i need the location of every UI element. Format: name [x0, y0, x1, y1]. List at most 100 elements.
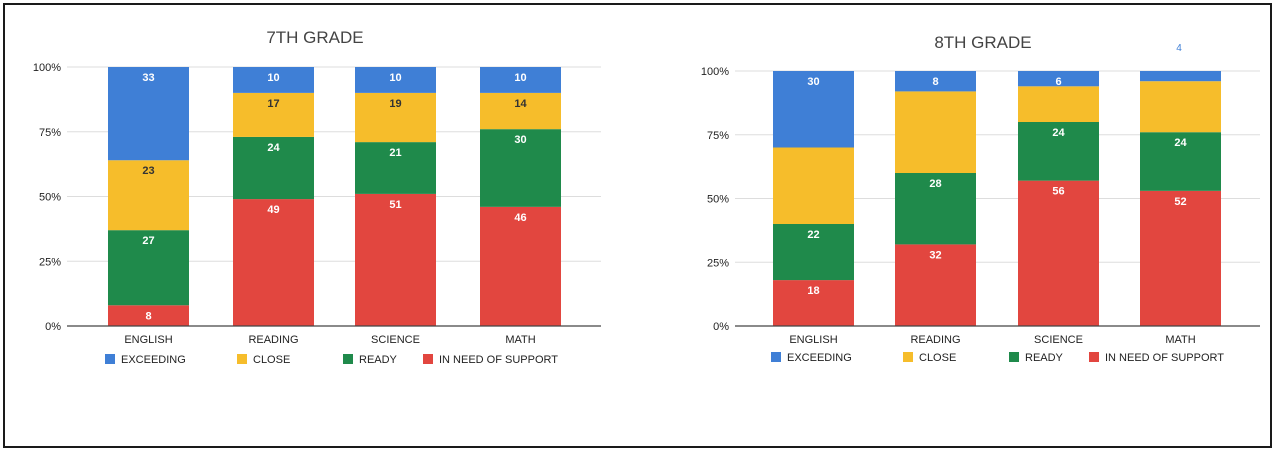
- data-label: 52: [1174, 196, 1186, 208]
- data-label: 24: [1174, 137, 1187, 149]
- data-label: 56: [1052, 186, 1064, 198]
- bar-close-science: [355, 92, 436, 143]
- x-category-label: ENGLISH: [124, 334, 172, 346]
- data-label: 10: [514, 72, 526, 84]
- legend-label-ready: READY: [1025, 352, 1064, 364]
- bar-ready-english: [108, 230, 189, 306]
- x-category-label: MATH: [505, 334, 535, 346]
- data-label: 28: [929, 178, 941, 190]
- bar-support-english: [773, 280, 854, 326]
- data-label: 23: [142, 165, 154, 177]
- data-label: 27: [142, 235, 154, 247]
- x-category-label: MATH: [1165, 334, 1195, 346]
- legend-label-exceeding: EXCEEDING: [787, 352, 852, 364]
- bar-close-english: [773, 147, 854, 224]
- bar-exceeding-science: [355, 67, 436, 93]
- legend-swatch-ready: [1009, 352, 1019, 362]
- bar-support-english: [108, 305, 189, 326]
- legend-swatch-support: [1089, 352, 1099, 362]
- data-label: 32: [929, 249, 941, 261]
- bar-ready-math: [1140, 132, 1221, 191]
- y-tick-label: 25%: [39, 256, 61, 268]
- x-category-label: SCIENCE: [1034, 334, 1083, 346]
- legend-label-support: IN NEED OF SUPPORT: [1105, 352, 1224, 364]
- chart-8th-grade: 8TH GRADE 0% 25% 50% 75% 100% 18 22 30 ENGLISH 32 2…: [701, 33, 1260, 364]
- x-category-label: READING: [910, 334, 960, 346]
- legend-swatch-exceeding: [771, 352, 781, 362]
- bar-close-math: [480, 92, 561, 130]
- legend-label-exceeding: EXCEEDING: [121, 354, 186, 366]
- legend-label-close: CLOSE: [919, 352, 956, 364]
- x-category-label: SCIENCE: [371, 334, 420, 346]
- bar-ready-science: [1018, 122, 1099, 181]
- bar-close-reading: [895, 91, 976, 173]
- bar-close-english: [108, 160, 189, 231]
- bar-ready-science: [355, 142, 436, 194]
- bar-ready-reading: [895, 173, 976, 245]
- data-label: 30: [514, 134, 526, 146]
- legend-swatch-close: [237, 354, 247, 364]
- legend-swatch-support: [423, 354, 433, 364]
- data-label: 30: [807, 76, 819, 88]
- data-label: 24: [267, 142, 280, 154]
- y-tick-label: 25%: [707, 257, 729, 269]
- y-tick-label: 50%: [39, 192, 61, 204]
- bar-close-math: [1140, 81, 1221, 133]
- bar-exceeding-english: [108, 67, 189, 161]
- bar-ready-english: [773, 224, 854, 281]
- bar-support-science: [355, 193, 436, 326]
- legend-label-ready: READY: [359, 354, 398, 366]
- legend-label-support: IN NEED OF SUPPORT: [439, 354, 558, 366]
- bar-exceeding-reading: [895, 71, 976, 92]
- legend-label-close: CLOSE: [253, 354, 290, 366]
- bar-support-reading: [233, 199, 314, 326]
- bar-support-reading: [895, 244, 976, 326]
- data-label: 10: [389, 72, 401, 84]
- data-label: 21: [389, 147, 401, 159]
- bar-support-science: [1018, 180, 1099, 326]
- report-frame: 7TH GRADE 0% 25% 50% 75% 100% 8 27 23 33 ENGLISH 49…: [3, 3, 1272, 448]
- y-tick-label: 75%: [39, 127, 61, 139]
- annotation-label: 4: [1176, 43, 1182, 54]
- data-label: 6: [1055, 76, 1061, 88]
- bar-close-science: [1018, 86, 1099, 122]
- bar-ready-math: [480, 129, 561, 207]
- data-label: 49: [267, 204, 279, 216]
- y-tick-label: 0%: [713, 321, 729, 333]
- x-category-label: ENGLISH: [789, 334, 837, 346]
- y-tick-label: 0%: [45, 321, 61, 333]
- y-tick-label: 75%: [707, 130, 729, 142]
- data-label: 22: [807, 229, 819, 241]
- legend-swatch-exceeding: [105, 354, 115, 364]
- data-label: 8: [145, 310, 151, 322]
- data-label: 33: [142, 72, 154, 84]
- bar-close-reading: [233, 92, 314, 137]
- bar-exceeding-science: [1018, 71, 1099, 87]
- y-tick-label: 100%: [701, 66, 729, 78]
- data-label: 19: [389, 98, 401, 110]
- data-label: 51: [389, 199, 401, 211]
- y-tick-label: 100%: [33, 62, 61, 74]
- charts-canvas: 7TH GRADE0%25%50%75%100%8272333ENGLISH49…: [33, 28, 1260, 366]
- chart-title: 8TH GRADE: [934, 33, 1031, 52]
- data-label: 24: [1052, 127, 1065, 139]
- data-label: 46: [514, 212, 526, 224]
- data-label: 18: [807, 285, 819, 297]
- data-label: 14: [514, 98, 527, 110]
- legend-swatch-close: [903, 352, 913, 362]
- legend-swatch-ready: [343, 354, 353, 364]
- data-label: 10: [267, 72, 279, 84]
- data-label: 17: [267, 98, 279, 110]
- bar-support-math: [480, 206, 561, 326]
- x-category-label: READING: [248, 334, 298, 346]
- y-tick-label: 50%: [707, 194, 729, 206]
- chart-7th-grade: 7TH GRADE 0% 25% 50% 75% 100% 8 27 23 33 ENGLISH 49…: [33, 28, 601, 366]
- data-label: 8: [932, 76, 938, 88]
- bar-exceeding-reading: [233, 67, 314, 93]
- bar-exceeding-math: [480, 67, 561, 93]
- bar-ready-reading: [233, 136, 314, 200]
- bar-support-math: [1140, 190, 1221, 326]
- bar-exceeding-english: [773, 71, 854, 148]
- chart-title: 7TH GRADE: [266, 28, 363, 47]
- bar-exceeding-math: [1140, 71, 1221, 82]
